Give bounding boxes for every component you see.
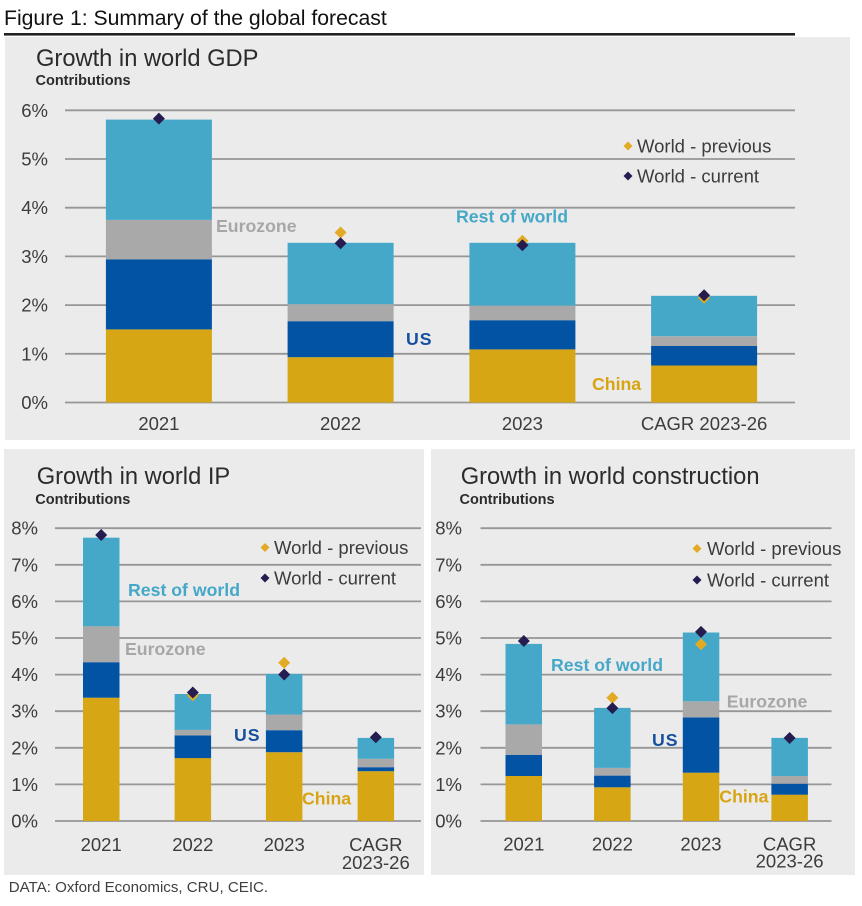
svg-text:0%: 0%: [21, 392, 48, 413]
svg-text:Growth in world construction: Growth in world construction: [461, 464, 760, 490]
svg-text:6%: 6%: [435, 591, 462, 612]
svg-text:2021: 2021: [81, 834, 122, 855]
svg-text:Growth in world GDP: Growth in world GDP: [36, 46, 258, 72]
svg-text:7%: 7%: [11, 554, 38, 575]
svg-text:4%: 4%: [21, 197, 48, 218]
svg-text:2023: 2023: [502, 413, 543, 434]
svg-text:0%: 0%: [11, 811, 38, 832]
svg-text:Eurozone: Eurozone: [216, 216, 297, 236]
svg-text:China: China: [592, 374, 641, 394]
svg-text:Eurozone: Eurozone: [125, 639, 206, 659]
svg-text:Growth in world IP: Growth in world IP: [37, 464, 231, 490]
svg-text:5%: 5%: [11, 628, 38, 649]
svg-text:CAGR: CAGR: [763, 834, 816, 855]
svg-text:2%: 2%: [21, 295, 48, 316]
svg-text:3%: 3%: [435, 701, 462, 722]
svg-text:7%: 7%: [435, 554, 462, 575]
svg-text:Eurozone: Eurozone: [727, 691, 808, 711]
svg-text:4%: 4%: [11, 664, 38, 685]
svg-text:3%: 3%: [21, 246, 48, 267]
svg-text:3%: 3%: [11, 701, 38, 722]
svg-text:CAGR: CAGR: [349, 834, 402, 855]
svg-text:2022: 2022: [320, 413, 361, 434]
svg-text:Figure 1: Summary of the globa: Figure 1: Summary of the global forecast: [4, 7, 387, 30]
svg-text:China: China: [302, 789, 351, 809]
svg-text:2023-26: 2023-26: [756, 851, 824, 872]
svg-text:2023-26: 2023-26: [342, 852, 410, 873]
svg-text:2%: 2%: [435, 737, 462, 758]
svg-text:6%: 6%: [11, 591, 38, 612]
svg-text:0%: 0%: [435, 811, 462, 832]
svg-text:China: China: [719, 787, 768, 807]
svg-text:Contributions: Contributions: [460, 492, 555, 508]
svg-text:2023: 2023: [680, 834, 721, 855]
svg-text:Rest of world: Rest of world: [456, 207, 568, 227]
svg-text:World - previous: World - previous: [637, 136, 771, 157]
svg-text:1%: 1%: [435, 774, 462, 795]
svg-text:CAGR 2023-26: CAGR 2023-26: [641, 413, 767, 434]
svg-text:US: US: [406, 329, 433, 349]
svg-text:8%: 8%: [11, 518, 38, 539]
svg-text:2%: 2%: [11, 737, 38, 758]
svg-text:DATA: Oxford Economics, CRU, C: DATA: Oxford Economics, CRU, CEIC.: [9, 879, 268, 896]
svg-text:6%: 6%: [21, 100, 48, 121]
svg-text:5%: 5%: [21, 149, 48, 170]
svg-text:2021: 2021: [503, 834, 544, 855]
svg-text:Rest of world: Rest of world: [551, 655, 663, 675]
svg-text:4%: 4%: [435, 664, 462, 685]
svg-text:1%: 1%: [11, 774, 38, 795]
svg-text:US: US: [652, 730, 679, 750]
svg-text:World - current: World - current: [707, 570, 829, 591]
svg-text:World - current: World - current: [274, 568, 396, 589]
svg-text:8%: 8%: [435, 518, 462, 539]
svg-text:2021: 2021: [138, 413, 179, 434]
svg-text:2022: 2022: [172, 834, 213, 855]
svg-text:World - previous: World - previous: [274, 537, 408, 558]
svg-text:Contributions: Contributions: [36, 73, 131, 89]
svg-text:2023: 2023: [264, 834, 305, 855]
svg-text:World - previous: World - previous: [707, 538, 841, 559]
svg-text:Rest of world: Rest of world: [128, 580, 240, 600]
svg-text:US: US: [234, 725, 261, 745]
svg-text:2022: 2022: [592, 834, 633, 855]
svg-text:Contributions: Contributions: [35, 492, 130, 508]
svg-text:1%: 1%: [21, 343, 48, 364]
svg-text:5%: 5%: [435, 628, 462, 649]
svg-text:World - current: World - current: [637, 166, 759, 187]
